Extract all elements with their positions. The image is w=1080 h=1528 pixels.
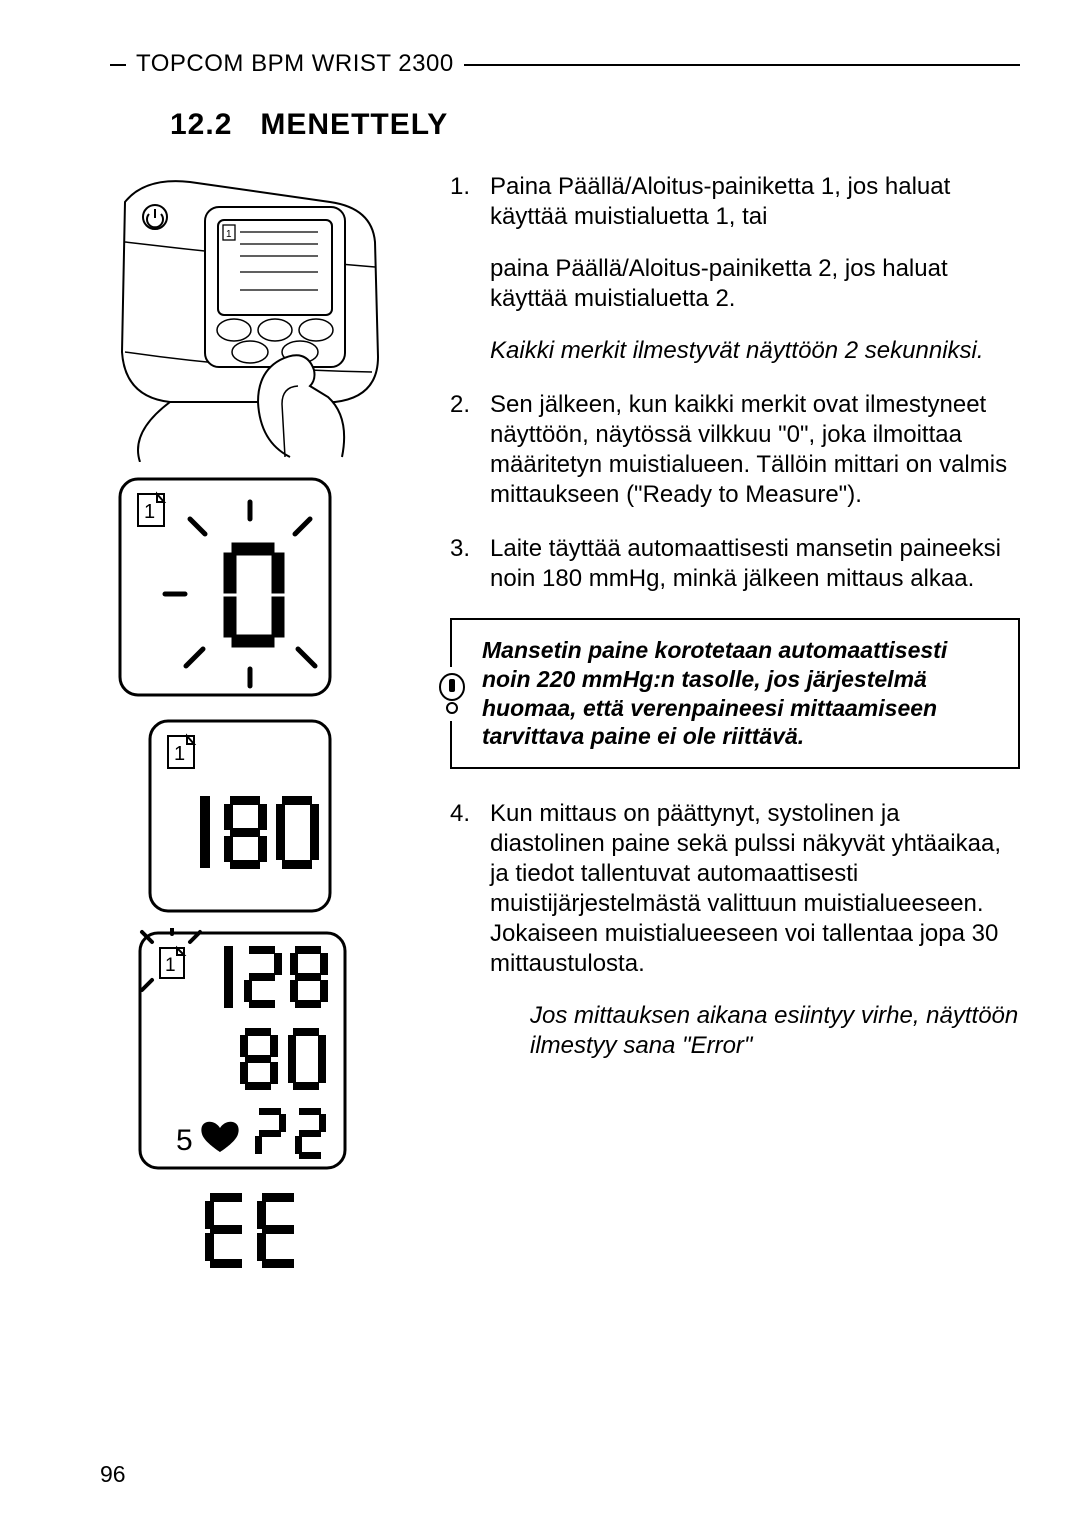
step-1-note: Kaikki merkit ilmestyvät näyttöön 2 seku… (490, 336, 1020, 366)
display-results-illustration: 1 (110, 928, 410, 1278)
step-text: Kun mittaus on päättynyt, systolinen ja … (490, 799, 1020, 1061)
step-text: Paina Päällä/Aloitus-painiketta 1, jos h… (490, 172, 1020, 366)
step-text: Laite täyttää automaattisesti mansetin p… (490, 534, 1020, 594)
header-rule (110, 64, 126, 66)
step-1: 1. Paina Päällä/Aloitus-painiketta 1, jo… (450, 172, 1020, 366)
svg-text:1: 1 (144, 501, 155, 523)
content-area: 1 (110, 172, 1020, 1290)
step-text: Sen jälkeen, kun kaikki merkit ovat ilme… (490, 390, 1020, 510)
step-4-note: Jos mittauksen aikana esiintyy virhe, nä… (530, 1001, 1020, 1061)
svg-text:5: 5 (176, 1124, 193, 1157)
product-name: TOPCOM BPM WRIST 2300 (136, 50, 454, 78)
step-4-text: Kun mittaus on päättynyt, systolinen ja … (490, 799, 1020, 979)
attention-icon (434, 667, 470, 721)
warning-note-text: Mansetin paine korotetaan automaattisest… (482, 636, 1002, 751)
text-column: 1. Paina Päällä/Aloitus-painiketta 1, jo… (450, 172, 1020, 1290)
step-1-p2: paina Päällä/Aloitus-painiketta 2, jos h… (490, 254, 1020, 314)
step-1-p1: Paina Päällä/Aloitus-painiketta 1, jos h… (490, 172, 1020, 232)
page-header: TOPCOM BPM WRIST 2300 (110, 50, 1020, 78)
display-zero-illustration: 1 (110, 474, 410, 704)
header-rule (464, 64, 1020, 66)
illustration-column: 1 (110, 172, 410, 1290)
section-title: 12.2 MENETTELY (170, 108, 1020, 142)
step-3: 3. Laite täyttää automaattisesti manseti… (450, 534, 1020, 594)
svg-text:1: 1 (165, 955, 176, 976)
section-heading: MENETTELY (260, 108, 448, 141)
display-180-illustration: 1 (110, 716, 410, 916)
step-4: 4. Kun mittaus on päättynyt, systolinen … (450, 799, 1020, 1061)
step-number: 4. (450, 799, 490, 1061)
warning-note-box: Mansetin paine korotetaan automaattisest… (450, 618, 1020, 769)
page-number: 96 (100, 1461, 126, 1488)
device-illustration: 1 (110, 172, 410, 462)
svg-text:1: 1 (226, 229, 232, 240)
step-number: 2. (450, 390, 490, 510)
section-number: 12.2 (170, 108, 232, 141)
step-number: 3. (450, 534, 490, 594)
step-2: 2. Sen jälkeen, kun kaikki merkit ovat i… (450, 390, 1020, 510)
svg-text:1: 1 (174, 743, 185, 765)
step-number: 1. (450, 172, 490, 366)
